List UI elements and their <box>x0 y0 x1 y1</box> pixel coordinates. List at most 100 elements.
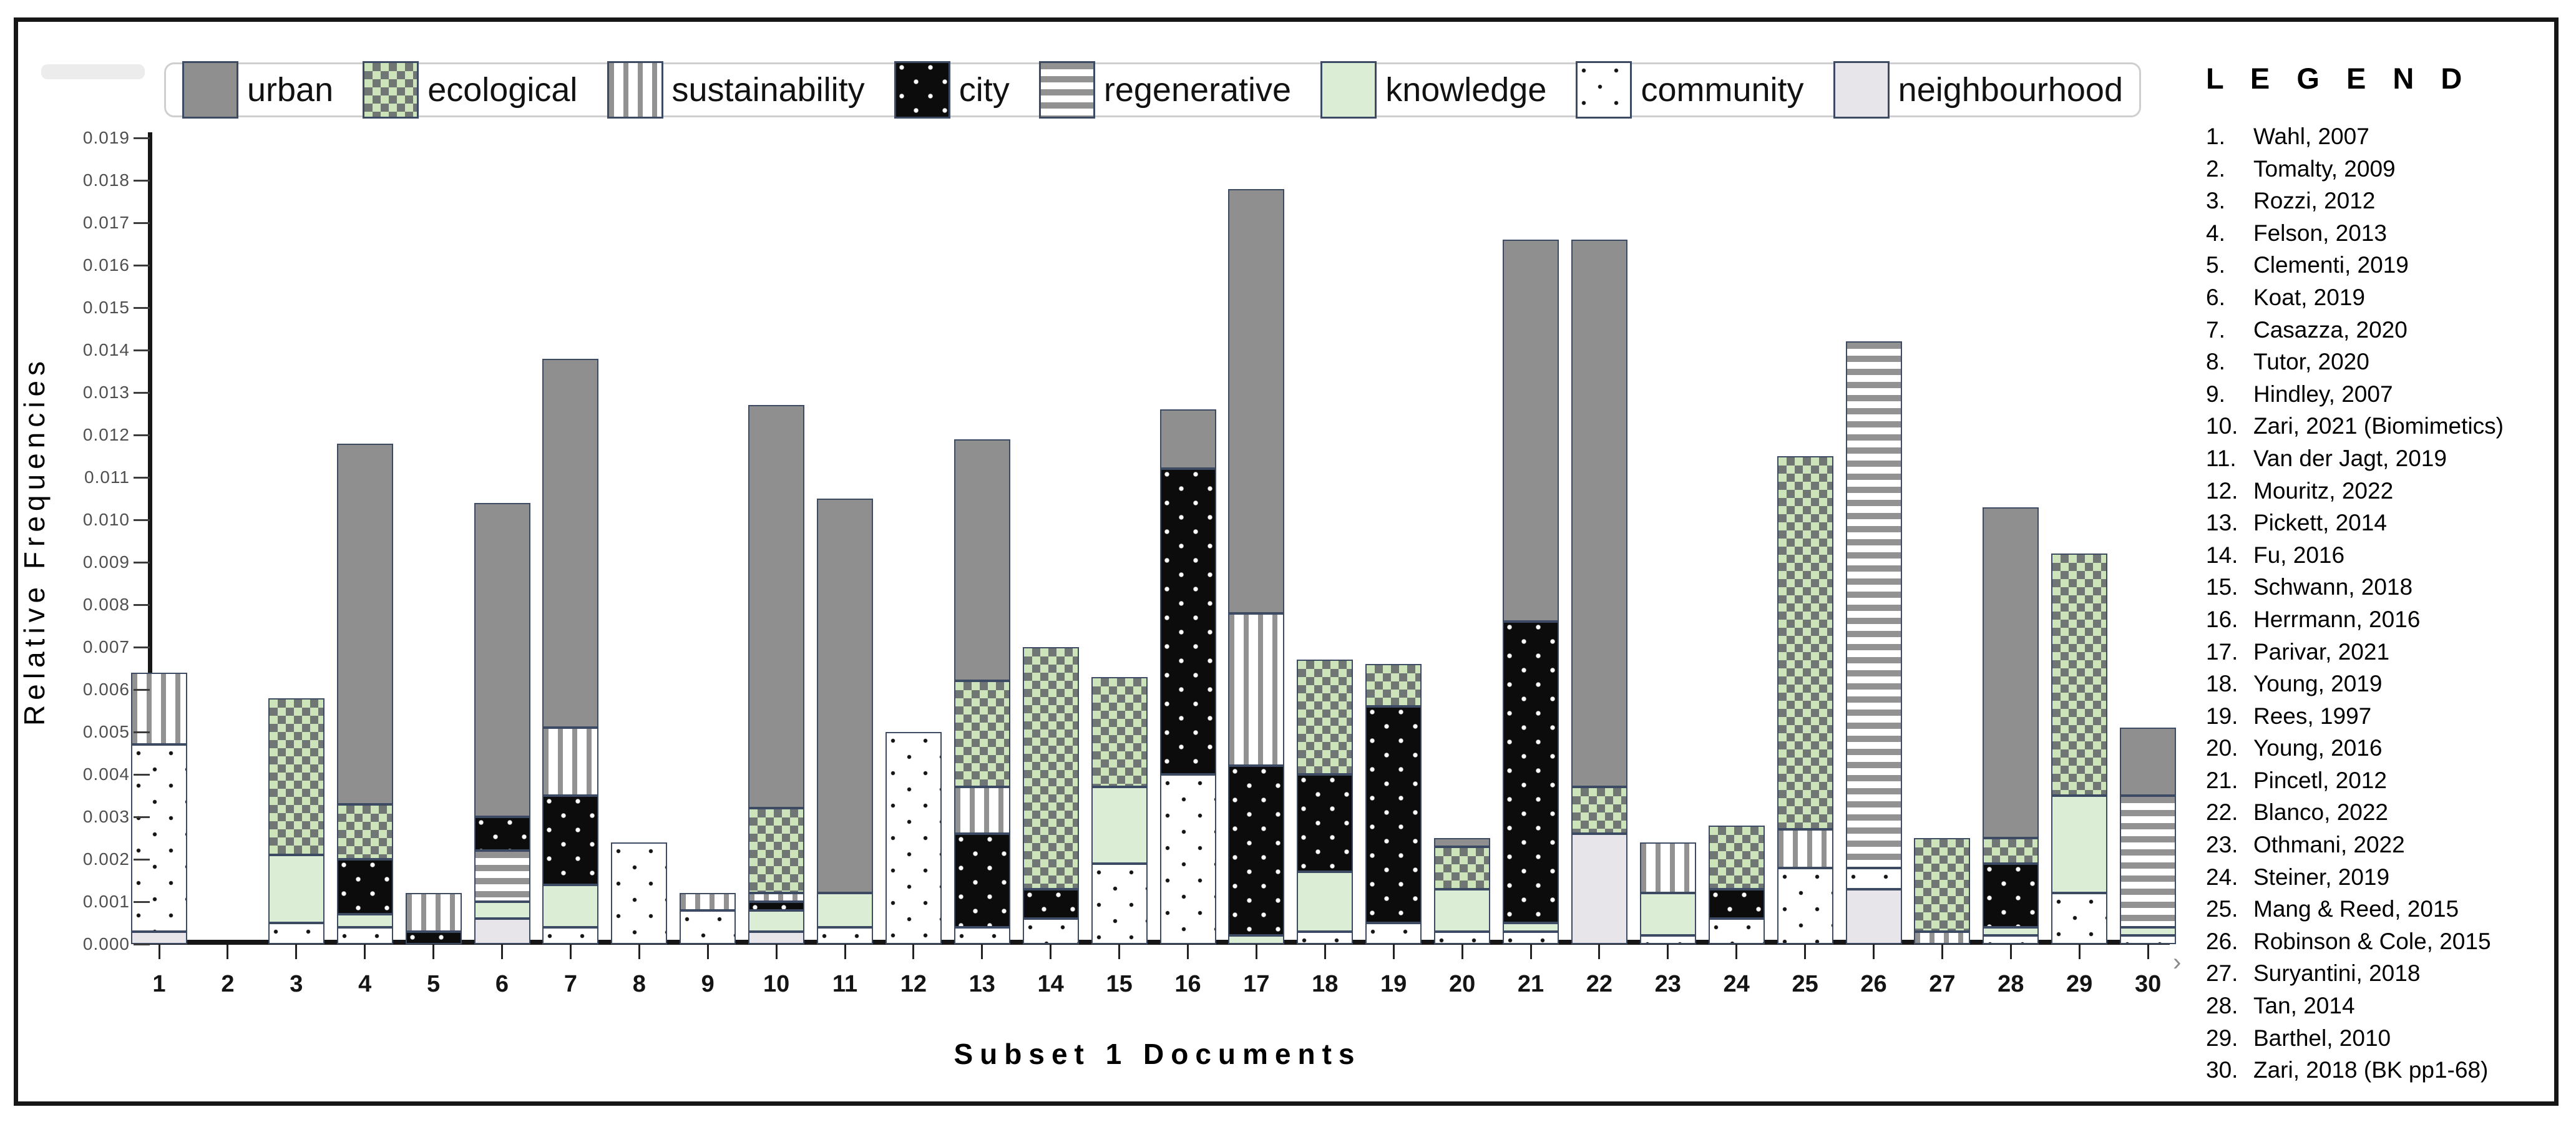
doc-legend-name: Pincetl, 2012 <box>2253 767 2387 793</box>
y-tick <box>134 603 150 606</box>
doc-legend-number: 12. <box>2206 477 2238 504</box>
doc-legend-name: Herrmann, 2016 <box>2253 606 2421 632</box>
y-tick-label: 0.003 <box>82 807 130 826</box>
y-tick <box>134 646 150 648</box>
bar-segment-knowledge <box>542 884 599 927</box>
y-tick <box>134 306 150 309</box>
y-tick <box>134 519 150 521</box>
bar-segment-community <box>1983 935 2039 944</box>
doc-legend-name: Suryantini, 2018 <box>2253 960 2421 987</box>
bar-segment-ecological <box>1434 846 1491 889</box>
bar-segment-city <box>1228 766 1285 936</box>
y-tick <box>134 391 150 394</box>
bar-segment-sustainability <box>405 893 462 932</box>
bar-segment-urban <box>748 405 805 809</box>
legend-item-city: city <box>894 61 1010 119</box>
x-axis-line <box>148 940 2170 945</box>
bar-segment-knowledge <box>1503 923 1559 932</box>
doc-legend-name: Othmani, 2022 <box>2253 832 2405 858</box>
x-tick <box>1735 945 1738 959</box>
bar-segment-community <box>1434 931 1491 944</box>
bar-segment-urban <box>1571 240 1627 788</box>
doc-legend-name: Wahl, 2007 <box>2253 124 2369 149</box>
community-swatch-icon <box>1576 61 1632 119</box>
doc-legend-name: Zari, 2021 (Biomimetics) <box>2253 413 2504 439</box>
ecological-swatch-icon <box>363 61 419 119</box>
doc-legend-number: 18. <box>2206 671 2238 697</box>
doc-legend-number: 4. <box>2206 220 2225 246</box>
x-tick-label: 5 <box>427 971 441 997</box>
x-tick-label: 18 <box>1312 971 1339 997</box>
doc-legend-name: Tomalty, 2009 <box>2253 155 2396 182</box>
x-tick <box>1530 945 1532 959</box>
x-tick-label: 19 <box>1380 971 1407 997</box>
x-tick-label: 8 <box>632 971 646 997</box>
x-tick <box>2078 945 2081 959</box>
doc-legend-number: 29. <box>2206 1025 2238 1051</box>
legend-label: knowledge <box>1385 71 1547 109</box>
legend-label: regenerative <box>1103 71 1292 109</box>
bar-segment-knowledge <box>2120 927 2177 936</box>
bar-segment-sustainability <box>680 893 736 910</box>
doc-legend-name: Pickett, 2014 <box>2253 510 2387 536</box>
bar-segment-community <box>131 744 187 932</box>
y-tick-label: 0.002 <box>82 849 130 869</box>
bar-segment-ecological <box>1914 838 1971 932</box>
bar-segment-neighbourhood <box>748 931 805 944</box>
doc-legend-number: 23. <box>2206 832 2238 858</box>
x-tick <box>295 945 298 959</box>
bar-segment-urban <box>817 499 873 894</box>
bar-segment-community <box>680 910 736 944</box>
doc-legend-name: Mang & Reed, 2015 <box>2253 896 2459 922</box>
y-tick-label: 0.018 <box>82 170 130 190</box>
bar-segment-city <box>1365 706 1422 923</box>
bar-segment-urban <box>1983 507 2039 838</box>
bar-segment-community <box>1777 867 1833 944</box>
bar-segment-city <box>1503 622 1559 923</box>
x-tick-label: 14 <box>1037 971 1064 997</box>
doc-legend-number: 2. <box>2206 155 2225 182</box>
y-axis-line <box>148 132 152 945</box>
y-tick <box>134 349 150 351</box>
x-tick <box>227 945 229 959</box>
y-tick-label: 0.008 <box>82 595 130 614</box>
doc-legend-name: Steiner, 2019 <box>2253 864 2390 890</box>
bar-segment-ecological <box>1022 647 1079 889</box>
bar-segment-sustainability <box>748 893 805 902</box>
x-tick <box>1118 945 1121 959</box>
x-tick <box>1667 945 1669 959</box>
x-axis-title: Subset 1 Documents <box>954 1038 1362 1070</box>
y-tick-label: 0.001 <box>82 892 130 911</box>
x-tick-label: 13 <box>968 971 995 997</box>
figure-border <box>14 17 2559 1106</box>
bar-segment-community <box>268 923 324 944</box>
bar-segment-urban <box>1228 188 1285 613</box>
bar-segment-community <box>1091 863 1148 944</box>
y-tick <box>134 816 150 818</box>
bar-segment-community <box>1297 931 1354 944</box>
doc-legend-name: Zari, 2018 (BK pp1-68) <box>2253 1057 2489 1083</box>
bar-segment-city <box>1708 889 1765 919</box>
doc-legend-number: 5. <box>2206 252 2225 278</box>
doc-legend-number: 10. <box>2206 413 2238 439</box>
bar-segment-sustainability <box>1228 613 1285 766</box>
bar-segment-ecological <box>2051 554 2108 796</box>
x-tick-label: 15 <box>1106 971 1133 997</box>
bar-segment-ecological <box>1297 660 1354 774</box>
y-axis-ticks: 0.000 0.001 0.002 0.003 0.004 0.005 0.006 0.007… <box>0 0 130 1122</box>
x-tick-label: 29 <box>2066 971 2093 997</box>
doc-legend-number: 16. <box>2206 606 2238 632</box>
y-tick-label: 0.006 <box>82 680 130 699</box>
bar-segment-ecological <box>1777 456 1833 830</box>
y-tick-label: 0.000 <box>82 934 130 954</box>
y-tick-label: 0.017 <box>82 213 130 232</box>
bar-segment-sustainability <box>542 728 599 796</box>
doc-legend-number: 28. <box>2206 993 2238 1019</box>
y-tick-label: 0.004 <box>82 764 130 784</box>
x-tick <box>912 945 915 959</box>
doc-legend-name: Young, 2019 <box>2253 671 2383 697</box>
bar-segment-knowledge <box>1297 872 1354 932</box>
y-tick <box>134 773 150 776</box>
x-tick <box>2147 945 2149 959</box>
x-tick <box>1255 945 1257 959</box>
